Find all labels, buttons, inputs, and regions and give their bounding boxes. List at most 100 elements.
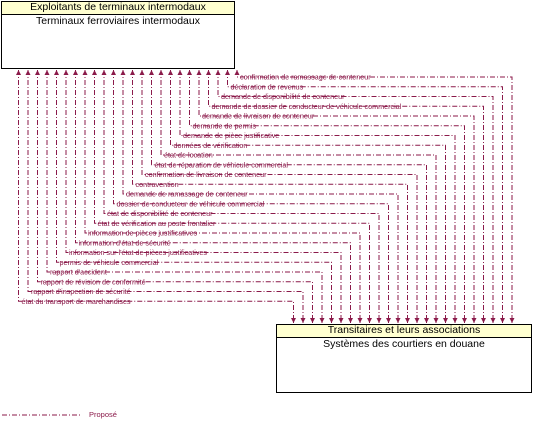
arrowhead-down bbox=[395, 318, 401, 323]
flow-label: données de vérification bbox=[174, 141, 248, 150]
flow-line[interactable]: état du transport de marchandises bbox=[16, 70, 296, 323]
arrowhead-up bbox=[187, 70, 192, 75]
source-element-header: Exploitants de terminaux intermodaux bbox=[2, 2, 234, 15]
flow-label: rapport d'accident bbox=[50, 268, 107, 277]
legend-label: Proposé bbox=[89, 410, 117, 419]
flow-label: état de vérification au poste frontalier bbox=[98, 219, 216, 228]
flow-label: information d'état de sécurité bbox=[79, 238, 171, 247]
arrowhead-up bbox=[44, 70, 50, 75]
arrowhead-up bbox=[139, 70, 145, 75]
arrowhead-up bbox=[101, 70, 107, 75]
arrowhead-up bbox=[206, 70, 211, 75]
flow-label: rapport d'inspection de sécurité bbox=[31, 287, 131, 296]
arrowhead-down bbox=[386, 318, 391, 323]
arrowhead-down bbox=[462, 318, 467, 323]
arrowhead-up bbox=[73, 70, 78, 75]
target-element-header: Transitaires et leurs associations bbox=[277, 325, 531, 338]
arrowhead-up bbox=[177, 70, 183, 75]
flow-label: contravention bbox=[136, 180, 179, 189]
flow-label: état de location bbox=[164, 151, 213, 160]
source-element-box[interactable]: Exploitants de terminaux intermodaux Ter… bbox=[1, 1, 235, 69]
flow-label: demande de ramassage de conteneur bbox=[126, 190, 248, 199]
flow-line[interactable]: rapport d'inspection de sécurité bbox=[25, 70, 306, 323]
flow-label: demande de disponibilité de conteneur bbox=[221, 92, 345, 101]
arrowhead-up bbox=[130, 70, 135, 75]
arrowhead-down bbox=[433, 318, 439, 323]
flow-label: demande de livraison de conteneur bbox=[202, 112, 315, 121]
arrowhead-down bbox=[357, 318, 363, 323]
flow-line[interactable]: demande de pièce justificative bbox=[177, 70, 458, 323]
flow-label: état du transport de marchandises bbox=[22, 297, 131, 306]
arrowhead-down bbox=[310, 318, 315, 323]
arrowhead-up bbox=[168, 70, 173, 75]
arrowhead-down bbox=[319, 318, 325, 323]
flow-label: confirmation de livraison de conteneur bbox=[145, 170, 267, 179]
flow-line[interactable]: état de disponibilité de conteneur bbox=[101, 70, 382, 323]
flow-label: confirmation de ramassage de conteneur bbox=[240, 73, 371, 82]
flow-line[interactable]: contravention bbox=[130, 70, 410, 323]
arrowhead-down bbox=[414, 318, 420, 323]
flow-line[interactable]: confirmation de ramassage de conteneur bbox=[234, 70, 515, 323]
flow-label: information sur l'état de pièces justifi… bbox=[69, 248, 207, 257]
flow-line[interactable]: état de vérification au poste frontalier bbox=[92, 70, 372, 323]
arrowhead-down bbox=[443, 318, 448, 323]
flow-line[interactable]: dossier de conducteur de véhicule commer… bbox=[111, 70, 391, 323]
arrowhead-up bbox=[54, 70, 59, 75]
arrowhead-down bbox=[367, 318, 372, 323]
arrowhead-down bbox=[300, 318, 306, 323]
arrowhead-down bbox=[291, 318, 296, 323]
flow-label: rapport de révision de conformité bbox=[41, 277, 146, 286]
arrowhead-up bbox=[234, 70, 240, 75]
arrowhead-down bbox=[500, 318, 505, 323]
arrowhead-down bbox=[405, 318, 410, 323]
flow-line[interactable]: demande de livraison de conteneur bbox=[196, 70, 477, 323]
arrowhead-up bbox=[63, 70, 69, 75]
arrowhead-down bbox=[471, 318, 477, 323]
target-element-box[interactable]: Transitaires et leurs associations Systè… bbox=[276, 324, 532, 393]
arrowhead-down bbox=[481, 318, 486, 323]
flow-line[interactable]: information sur l'état de pièces justifi… bbox=[63, 70, 344, 323]
flow-label: demande de pièce justificative bbox=[183, 131, 279, 140]
flow-line[interactable]: confirmation de livraison de conteneur bbox=[139, 70, 420, 323]
arrowhead-down bbox=[348, 318, 353, 323]
flow-line[interactable]: état de réparation de véhicule commercia… bbox=[149, 70, 429, 323]
flow-label: demande de dossier de conducteur de véhi… bbox=[212, 102, 402, 111]
flow-line[interactable]: demande de disponibilité de conteneur bbox=[215, 70, 496, 323]
arrowhead-up bbox=[149, 70, 154, 75]
flow-line[interactable]: données de vérification bbox=[168, 70, 448, 323]
arrowhead-up bbox=[215, 70, 221, 75]
arrowhead-down bbox=[452, 318, 458, 323]
flow-line[interactable]: demande de permis bbox=[187, 70, 467, 323]
flow-line[interactable]: déclaration de revenus bbox=[225, 70, 505, 323]
arrowhead-down bbox=[338, 318, 344, 323]
arrowhead-down bbox=[490, 318, 496, 323]
arrowhead-up bbox=[35, 70, 40, 75]
arrowhead-down bbox=[329, 318, 334, 323]
flow-line[interactable]: permis de véhicule commercial bbox=[54, 70, 334, 323]
source-element-name: Terminaux ferroviaires intermodaux bbox=[36, 15, 200, 27]
arrowhead-up bbox=[196, 70, 202, 75]
flow-line[interactable]: rapport d'accident bbox=[44, 70, 325, 323]
arrowhead-down bbox=[424, 318, 429, 323]
flow-line[interactable]: demande de dossier de conducteur de véhi… bbox=[206, 70, 486, 323]
flow-label: permis de véhicule commercial bbox=[60, 258, 159, 267]
flow-line[interactable]: demande de ramassage de conteneur bbox=[120, 70, 401, 323]
arrowhead-up bbox=[120, 70, 126, 75]
arrowhead-up bbox=[82, 70, 88, 75]
target-element-name: Systèmes des courtiers en douane bbox=[323, 338, 485, 350]
flow-line[interactable]: information de pièces justificatives bbox=[82, 70, 363, 323]
flow-label: information de pièces justificatives bbox=[88, 229, 197, 238]
arrowhead-up bbox=[25, 70, 31, 75]
arrowhead-down bbox=[376, 318, 382, 323]
flow-line[interactable]: rapport de révision de conformité bbox=[35, 70, 315, 323]
flow-label: dossier de conducteur de véhicule commer… bbox=[117, 199, 265, 208]
flow-label: demande de permis bbox=[193, 121, 257, 130]
flow-line[interactable]: état de location bbox=[158, 70, 439, 323]
flow-label: état de disponibilité de conteneur bbox=[107, 209, 213, 218]
arrowhead-up bbox=[225, 70, 230, 75]
arrowhead-up bbox=[158, 70, 164, 75]
flow-label: état de réparation de véhicule commercia… bbox=[155, 160, 289, 169]
arrowhead-down bbox=[509, 318, 515, 323]
flow-line[interactable]: information d'état de sécurité bbox=[73, 70, 353, 323]
